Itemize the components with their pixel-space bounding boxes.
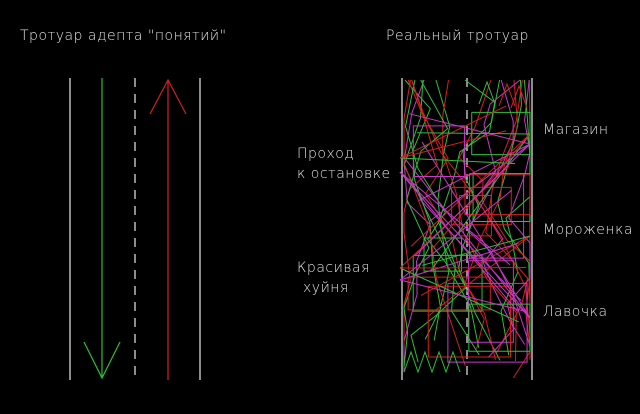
label: Лавочка xyxy=(543,304,608,320)
path-line xyxy=(405,159,531,319)
path-line xyxy=(472,173,531,223)
path-line xyxy=(403,79,466,367)
path-line xyxy=(407,276,491,311)
path-line xyxy=(418,143,531,201)
path-line xyxy=(464,174,531,216)
green-arrow xyxy=(83,78,121,380)
labels: Проход к остановке Красивая хуйня Магази… xyxy=(297,122,633,320)
path-line xyxy=(399,189,513,281)
path-line xyxy=(510,84,528,109)
path-line xyxy=(399,279,527,312)
path-line xyxy=(403,79,449,367)
path-line xyxy=(403,79,431,373)
path-line xyxy=(427,285,511,358)
path-line xyxy=(478,80,496,105)
right-title: Реальный тротуар xyxy=(386,28,529,44)
path-line xyxy=(399,157,516,165)
path-line xyxy=(403,79,467,363)
path-line xyxy=(399,171,511,266)
label: к остановке xyxy=(297,166,391,182)
path-line xyxy=(420,199,531,319)
path-line xyxy=(468,303,531,352)
path-line xyxy=(410,133,531,247)
path-line xyxy=(464,79,519,360)
path-line xyxy=(422,235,531,266)
path-line xyxy=(471,111,531,156)
path-line xyxy=(403,350,461,374)
path-line xyxy=(404,79,480,348)
label: Мороженка xyxy=(543,222,633,238)
label: хуйня xyxy=(303,280,349,296)
path-line xyxy=(498,82,516,107)
label: Красивая xyxy=(297,260,370,276)
ideal-sidewalk xyxy=(69,78,201,380)
path-line xyxy=(399,105,507,159)
path-line xyxy=(403,79,438,346)
left-title: Тротуар адепта "понятий" xyxy=(20,28,227,44)
path-line xyxy=(409,113,531,145)
label: Магазин xyxy=(543,122,609,138)
path-line xyxy=(414,143,531,257)
path-line xyxy=(447,282,528,363)
path-line xyxy=(433,79,451,341)
path-line xyxy=(399,267,527,269)
red-arrow xyxy=(149,78,187,380)
path-line xyxy=(399,130,507,159)
path-line xyxy=(421,141,531,319)
path-line xyxy=(428,235,531,316)
label: Проход xyxy=(297,146,354,162)
chaotic-paths xyxy=(399,79,531,379)
path-line xyxy=(399,242,519,281)
path-line xyxy=(416,132,531,135)
path-line xyxy=(423,237,463,272)
path-line xyxy=(399,171,522,301)
path-line xyxy=(429,143,531,222)
